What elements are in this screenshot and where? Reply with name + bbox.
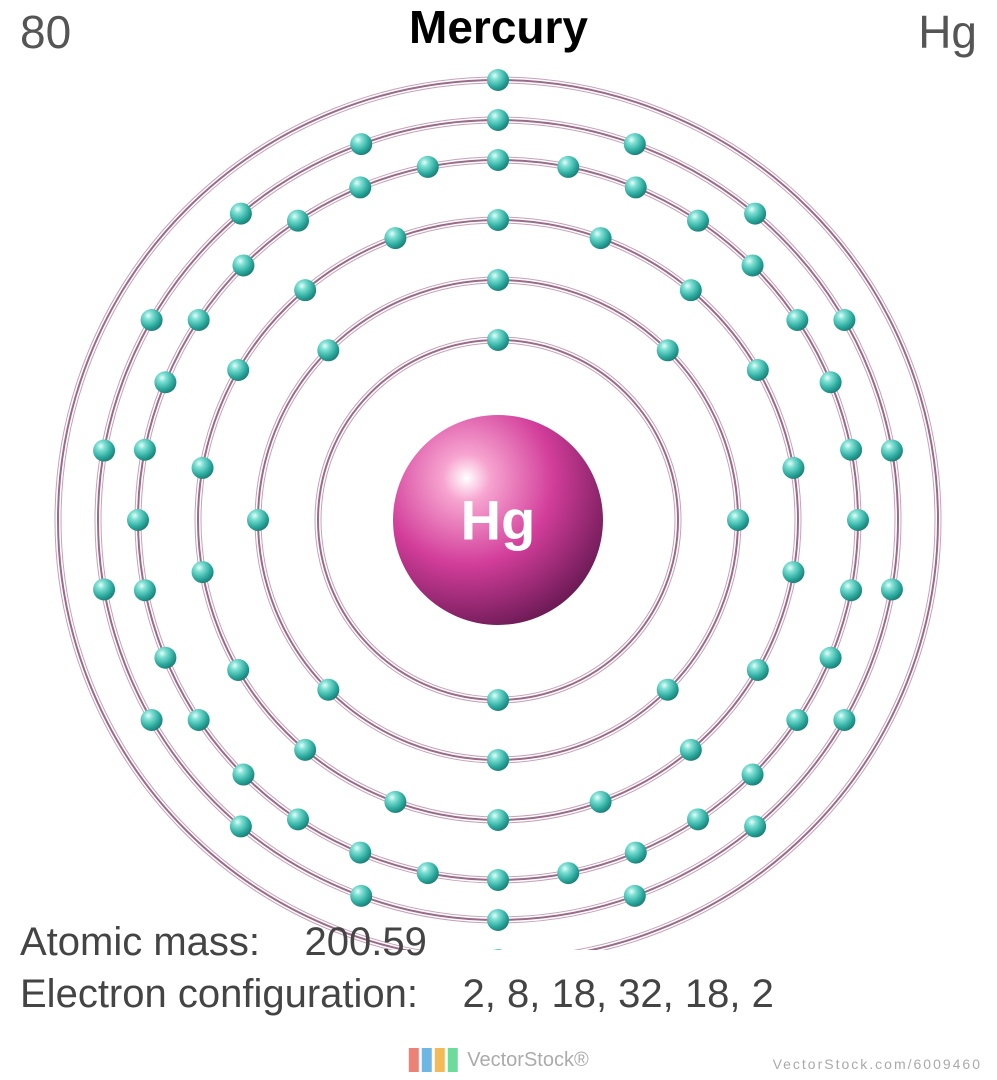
- electron: [232, 254, 254, 276]
- electron: [417, 156, 439, 178]
- electron: [287, 210, 309, 232]
- element-name: Mercury: [409, 0, 588, 54]
- electron: [747, 659, 769, 681]
- footer-info: Atomic mass: 200.59 Electron configurati…: [20, 916, 997, 1020]
- electron: [786, 709, 808, 731]
- electron: [557, 862, 579, 884]
- electron: [487, 689, 509, 711]
- electron: [227, 359, 249, 381]
- electron: [487, 749, 509, 771]
- electron: [744, 203, 766, 225]
- electron: [820, 647, 842, 669]
- electron: [188, 709, 210, 731]
- watermark-text: VectorStock®: [467, 1049, 588, 1072]
- electron: [350, 133, 372, 155]
- nucleus-label: Hg: [461, 489, 536, 552]
- electron: [680, 739, 702, 761]
- electron: [134, 579, 156, 601]
- atom-svg: Hg: [0, 50, 997, 950]
- watermark-logo-icon: [408, 1048, 457, 1072]
- electron: [657, 339, 679, 361]
- electron: [680, 279, 702, 301]
- watermark: VectorStock®: [408, 1048, 588, 1072]
- electron: [624, 133, 646, 155]
- electron: [192, 561, 214, 583]
- electron: [487, 269, 509, 291]
- electron: [833, 709, 855, 731]
- electron: [742, 764, 764, 786]
- electron: [487, 109, 509, 131]
- electron: [93, 440, 115, 462]
- electron: [782, 561, 804, 583]
- electron: [487, 69, 509, 91]
- electron: [625, 842, 647, 864]
- atomic-mass-label: Atomic mass:: [20, 920, 260, 964]
- electron: [294, 279, 316, 301]
- electron: [742, 254, 764, 276]
- electron: [127, 509, 149, 531]
- electron-config-value: 2, 8, 18, 32, 18, 2: [463, 972, 774, 1016]
- electron: [350, 885, 372, 907]
- electron: [93, 578, 115, 600]
- electron: [487, 869, 509, 891]
- electron: [134, 439, 156, 461]
- electron: [141, 309, 163, 331]
- electron: [625, 176, 647, 198]
- electron: [840, 579, 862, 601]
- electron: [747, 359, 769, 381]
- electron: [384, 227, 406, 249]
- electron: [847, 509, 869, 531]
- electron: [624, 885, 646, 907]
- electron: [881, 440, 903, 462]
- watermark-id: VectorStock.com/6009460: [773, 1056, 982, 1072]
- electron: [820, 371, 842, 393]
- electron: [232, 764, 254, 786]
- atomic-mass-value: 200.59: [305, 920, 427, 964]
- electron: [782, 457, 804, 479]
- electron: [230, 203, 252, 225]
- electron: [317, 339, 339, 361]
- electron: [294, 739, 316, 761]
- electron: [188, 309, 210, 331]
- electron: [349, 842, 371, 864]
- electron: [590, 791, 612, 813]
- electron: [687, 210, 709, 232]
- atomic-mass-row: Atomic mass: 200.59: [20, 916, 997, 968]
- electron: [487, 149, 509, 171]
- electron: [227, 659, 249, 681]
- electron: [744, 815, 766, 837]
- electron: [840, 439, 862, 461]
- electron: [590, 227, 612, 249]
- electron: [487, 329, 509, 351]
- electron: [154, 371, 176, 393]
- electron: [557, 156, 579, 178]
- electron: [141, 709, 163, 731]
- electron: [881, 578, 903, 600]
- electron: [786, 309, 808, 331]
- electron: [317, 679, 339, 701]
- electron: [487, 809, 509, 831]
- atom-diagram: Hg: [0, 50, 997, 950]
- electron: [384, 791, 406, 813]
- electron-config-row: Electron configuration: 2, 8, 18, 32, 18…: [20, 968, 997, 1020]
- electron: [687, 808, 709, 830]
- electron: [154, 647, 176, 669]
- electron: [192, 457, 214, 479]
- electron: [727, 509, 749, 531]
- electron-config-label: Electron configuration:: [20, 972, 418, 1016]
- electron: [287, 808, 309, 830]
- electron: [349, 176, 371, 198]
- electron: [657, 679, 679, 701]
- electron: [417, 862, 439, 884]
- electron: [247, 509, 269, 531]
- electron: [230, 815, 252, 837]
- electron: [487, 209, 509, 231]
- electron: [833, 309, 855, 331]
